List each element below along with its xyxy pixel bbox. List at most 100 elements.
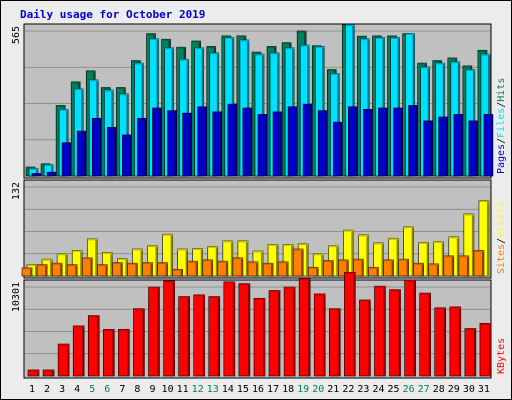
pages-bar <box>468 120 479 177</box>
kbytes-bar <box>238 283 251 377</box>
kbytes-bar <box>178 296 190 377</box>
kbytes-bar <box>434 307 447 377</box>
pages-bar <box>378 107 388 177</box>
kbytes-bar <box>103 329 115 377</box>
chart-title: Daily usage for October 2019 <box>20 8 206 21</box>
day-label: 14 <box>222 384 234 395</box>
sites-bar <box>277 261 289 277</box>
sites-bar <box>202 259 214 277</box>
kbytes-bar <box>464 328 477 377</box>
sites-bar <box>36 264 48 277</box>
day-label: 8 <box>134 384 140 395</box>
sites-bar <box>247 261 259 277</box>
pages-bar <box>393 107 403 177</box>
y-max-label: 10301 <box>11 282 22 312</box>
pages-bar <box>212 111 223 177</box>
kbytes-bar <box>268 290 281 377</box>
day-label: 20 <box>312 384 324 395</box>
sites-bar <box>112 262 123 277</box>
legend-entry: / <box>496 138 507 144</box>
pages-bar <box>317 110 328 177</box>
sites-bar <box>21 267 33 277</box>
sites-bar <box>232 257 244 277</box>
kbytes-bar <box>253 297 266 377</box>
pages-bar <box>423 120 433 177</box>
sites-bar <box>413 262 424 277</box>
sites-bar <box>142 262 153 277</box>
kbytes-bar <box>404 279 416 377</box>
kbytes-bar <box>359 299 371 377</box>
day-label: 19 <box>297 384 309 395</box>
chart-panels: 565Pages/Files/Hits132Sites/Visits10301K… <box>11 23 507 379</box>
day-label: 29 <box>448 384 460 395</box>
series-sites <box>21 248 485 277</box>
pages-bar <box>91 117 102 177</box>
kbytes-bar <box>344 272 356 377</box>
kbytes-bar <box>479 322 492 377</box>
legend-visits-sites: Sites/Visits <box>496 202 507 274</box>
sites-bar <box>157 262 168 277</box>
kbytes-bar <box>27 369 40 377</box>
kbytes-bar <box>87 315 100 377</box>
day-label: 23 <box>357 384 369 395</box>
day-label: 25 <box>388 384 400 395</box>
legend-hits-files-pages: Pages/Files/Hits <box>496 78 507 174</box>
day-label: 9 <box>150 384 156 395</box>
sites-bar <box>262 262 274 277</box>
day-label: 27 <box>418 384 430 395</box>
day-label: 26 <box>403 384 415 395</box>
pages-bar <box>302 103 313 177</box>
sites-bar <box>172 268 183 277</box>
pages-bar <box>76 130 87 177</box>
pages-bar <box>438 116 449 177</box>
day-label: 15 <box>237 384 249 395</box>
pages-bar <box>61 142 72 177</box>
pages-bar <box>31 173 42 177</box>
series-kbytes <box>27 272 492 377</box>
kbytes-bar <box>328 308 341 377</box>
sites-bar <box>81 257 93 277</box>
pages-bar <box>46 171 57 177</box>
day-label: 24 <box>372 384 384 395</box>
sites-bar <box>353 258 364 277</box>
sites-bar <box>187 260 199 277</box>
day-label: 28 <box>433 384 445 395</box>
day-label: 16 <box>252 384 264 395</box>
pages-bar <box>242 107 253 177</box>
kbytes-bar <box>42 369 55 377</box>
pages-bar <box>182 112 192 177</box>
day-label: 6 <box>104 384 110 395</box>
sites-bar <box>368 266 379 277</box>
pages-bar <box>348 106 358 177</box>
sites-bar <box>127 262 138 277</box>
sites-bar <box>473 250 485 277</box>
pages-bar <box>363 108 373 177</box>
sites-bar <box>338 259 349 277</box>
pages-bar <box>107 126 117 177</box>
kbytes-bar <box>163 280 175 377</box>
pages-bar <box>197 106 208 177</box>
sites-bar <box>398 258 409 277</box>
kbytes-bar <box>298 278 311 377</box>
legend-entry: / <box>496 102 507 108</box>
panel-kbytes: 10301 KBytes <box>11 272 507 379</box>
kbytes-bar <box>223 281 236 377</box>
pages-bar <box>137 117 147 177</box>
sites-bar <box>383 259 394 277</box>
sites-bar <box>322 260 334 277</box>
day-label: 12 <box>192 384 204 395</box>
day-label: 5 <box>89 384 95 395</box>
day-label: 13 <box>207 384 219 395</box>
legend-entry: Pages <box>496 144 507 174</box>
legend-entry: Visits <box>496 202 507 238</box>
pages-bar <box>453 114 464 177</box>
legend-entry: Files <box>496 108 507 138</box>
day-label: 7 <box>119 384 125 395</box>
y-max-label: 132 <box>11 182 22 200</box>
pages-bar <box>167 110 177 177</box>
pages-bar <box>287 106 298 177</box>
pages-bar <box>257 114 268 177</box>
pages-bar <box>227 103 238 177</box>
day-label: 11 <box>177 384 189 395</box>
kbytes-bar <box>208 296 221 377</box>
